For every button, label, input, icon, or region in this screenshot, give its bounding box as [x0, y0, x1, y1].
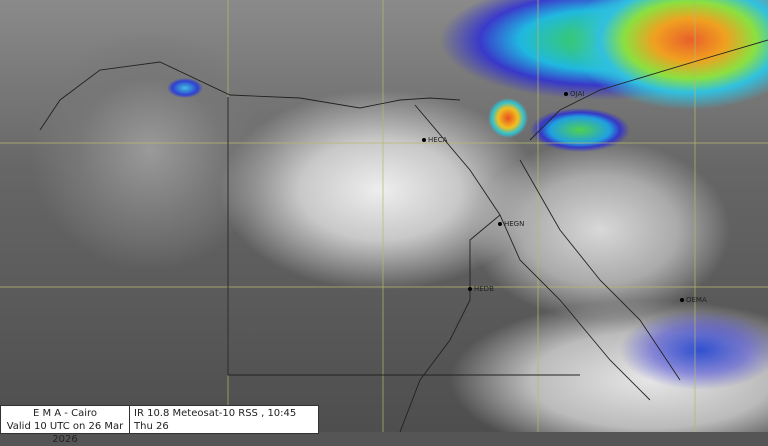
- station-label: HECA: [421, 136, 448, 144]
- station-label: OJAI: [563, 90, 585, 98]
- satellite-image: [0, 0, 768, 432]
- station-label: HEGN: [497, 220, 525, 228]
- product-label: IR 10.8 Meteosat-10 RSS , 10:45 Thu 26: [134, 408, 297, 432]
- caption-box: E M A - Cairo Valid 10 UTC on 26 Mar 2026…: [0, 405, 319, 445]
- station-label: HEDB: [468, 285, 494, 293]
- station-label: OEMA: [680, 296, 707, 304]
- map-overlay: [0, 0, 768, 432]
- lat-lon-grid: [0, 0, 768, 432]
- valid-time: Valid 10 UTC on 26 Mar 2026: [6, 421, 124, 445]
- agency-label: E M A - Cairo: [32, 408, 97, 419]
- country-borders: [39, 39, 768, 432]
